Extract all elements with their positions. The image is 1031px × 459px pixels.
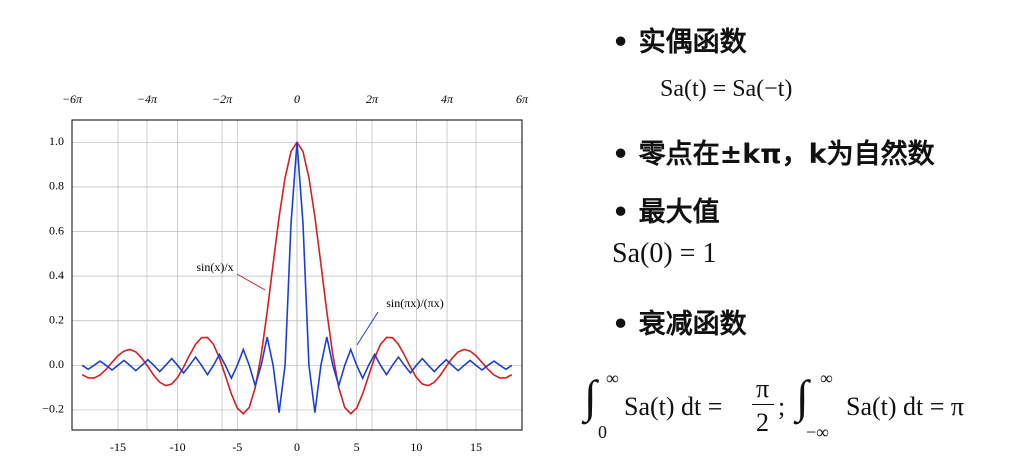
x-tick-label: -5	[232, 440, 242, 454]
chart: −0.2 0.0 0.2 0.4 0.6 0.8 1.0 -15 -10 -5 0 5 10 15 −6π −…	[42, 92, 529, 454]
annotation-pointer	[356, 311, 379, 346]
series-line	[81, 142, 513, 413]
y-tick-label: 0.8	[49, 179, 64, 193]
lower-limit: 0	[598, 422, 607, 442]
formula: Sa(0) = 1	[612, 238, 717, 269]
x2-tick-label: 0	[294, 92, 300, 106]
x2-tick-label: 2π	[366, 92, 379, 106]
x2-tick-label: 4π	[441, 92, 454, 106]
y-tick-label: −0.2	[42, 402, 64, 416]
bullet: • 衰减函数	[612, 309, 747, 340]
y-tick-label: 0.6	[49, 223, 64, 237]
bullet: • 零点在±kπ，k为自然数	[612, 139, 935, 170]
fraction-den: 2	[756, 408, 769, 437]
y-tick-label: 0.2	[49, 312, 64, 326]
bullet: • 最大值	[612, 197, 720, 228]
y-tick-label: 0.4	[49, 268, 64, 282]
integral-body: Sa(t) dt = π	[846, 392, 965, 421]
formula: Sa(t) = Sa(−t)	[660, 76, 793, 102]
upper-limit: ∞	[820, 368, 833, 388]
fraction-num: π	[756, 374, 770, 403]
annotation: sin(x)/x	[196, 260, 233, 274]
integral-sign: ∫	[796, 371, 809, 422]
x-tick-label: 15	[470, 440, 482, 454]
integral-formula: ∫ ∞ 0 Sa(t) dt = π 2 ; ∫ ∞ −∞ Sa(t) dt =…	[584, 368, 1024, 450]
x2-tick-label: −6π	[62, 92, 83, 106]
x2-tick-label: −2π	[212, 92, 233, 106]
lower-limit: −∞	[806, 422, 829, 442]
plot-frame	[71, 119, 523, 431]
x2-tick-label: −4π	[137, 92, 158, 106]
annotation: sin(πx)/(πx)	[386, 296, 443, 310]
separator: ;	[778, 392, 786, 421]
integral-sign: ∫	[584, 371, 597, 422]
fraction-bar	[752, 404, 774, 405]
integral-body: Sa(t) dt =	[624, 392, 723, 421]
y-tick-label: 1.0	[49, 134, 64, 148]
x-tick-label: 5	[354, 440, 360, 454]
bullet: • 实偶函数	[612, 27, 747, 58]
bullet-text: 衰减函数	[638, 309, 747, 340]
x-tick-label: -10	[170, 440, 186, 454]
x-tick-label: 0	[294, 440, 300, 454]
bullet-text: 最大值	[638, 197, 720, 228]
y-tick-label: 0.0	[49, 357, 64, 371]
annotation-pointer	[236, 273, 266, 291]
upper-limit: ∞	[606, 368, 619, 388]
bullet-text: 零点在±kπ，k为自然数	[638, 139, 935, 170]
bullet-text: 实偶函数	[638, 27, 747, 58]
x-tick-label: 10	[410, 440, 422, 454]
x2-tick-label: 6π	[516, 92, 529, 106]
x-tick-label: -15	[110, 440, 126, 454]
